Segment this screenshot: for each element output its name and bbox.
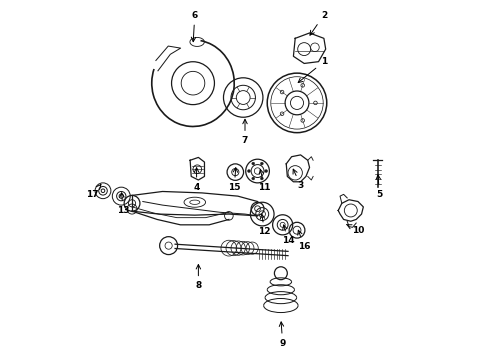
Text: 10: 10	[346, 224, 364, 235]
Circle shape	[252, 162, 255, 165]
Text: 12: 12	[258, 214, 271, 237]
Circle shape	[260, 162, 263, 165]
Text: 16: 16	[298, 230, 311, 251]
Text: 13: 13	[117, 193, 129, 215]
Text: 15: 15	[228, 168, 241, 192]
Text: 1: 1	[298, 57, 327, 82]
Circle shape	[260, 177, 263, 180]
Text: 11: 11	[258, 170, 271, 192]
Text: 6: 6	[191, 10, 198, 42]
Text: 17: 17	[86, 185, 101, 199]
Circle shape	[265, 170, 268, 172]
Text: 14: 14	[282, 225, 294, 246]
Text: 8: 8	[195, 265, 201, 290]
Circle shape	[247, 170, 250, 172]
Text: 4: 4	[194, 168, 200, 192]
Circle shape	[252, 177, 255, 180]
Text: 2: 2	[310, 10, 327, 35]
Text: 3: 3	[293, 169, 304, 190]
Text: 7: 7	[242, 119, 248, 145]
Text: 9: 9	[279, 322, 286, 348]
Text: 5: 5	[376, 175, 383, 199]
